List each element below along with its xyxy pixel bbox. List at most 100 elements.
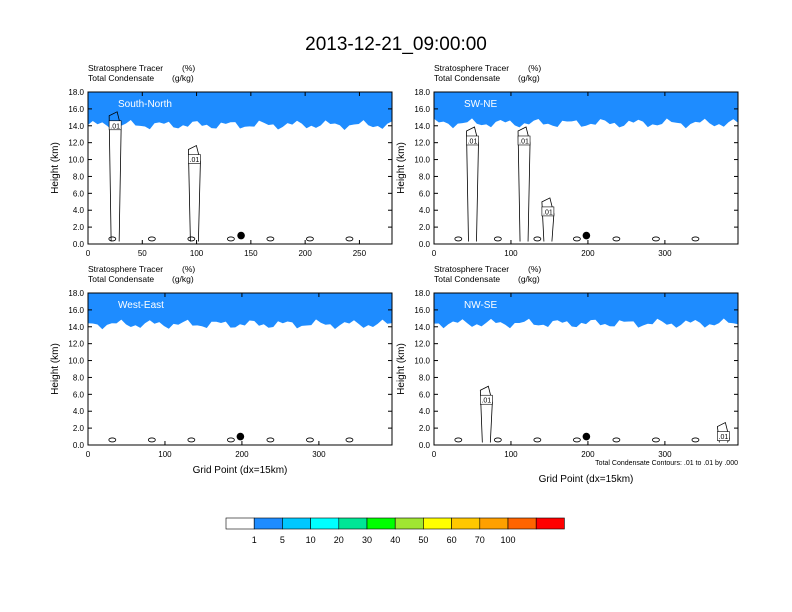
x-tick-label: 0 (432, 450, 437, 459)
y-tick-label: 6.0 (73, 189, 85, 198)
contour-label-text: .01 (190, 157, 200, 164)
x-tick-label: 100 (190, 249, 204, 258)
y-tick-label: 8.0 (73, 373, 85, 382)
y-tick-label: 18.0 (414, 289, 430, 298)
subtitle-condensate: Total Condensate (434, 73, 500, 83)
y-tick-label: 4.0 (419, 206, 431, 215)
contour-note: Total Condensate Contours: .01 to .01 by… (595, 460, 738, 467)
y-tick-label: 4.0 (73, 206, 85, 215)
colorbar-label: 30 (362, 535, 372, 545)
y-tick-label: 12.0 (68, 340, 84, 349)
y-tick-label: 4.0 (73, 407, 85, 416)
y-axis-title: Height (km) (396, 343, 407, 395)
contour-blob (266, 236, 275, 242)
contour-blob (691, 437, 700, 443)
y-axis-title: Height (km) (396, 142, 407, 194)
contour-blob (187, 437, 196, 443)
y-axis: 0.0 2.0 4.0 6.0 8.0 10.0 12.0 14.0 16.0 18.0 (414, 289, 738, 450)
colorbar-label: 100 (500, 535, 515, 545)
contour-blob (612, 236, 621, 242)
cross-section-label: West-East (118, 300, 164, 311)
y-tick-label: 18.0 (414, 88, 430, 97)
panel-bottom-left: 0 100 200 300 0.0 2.0 4.0 6.0 8.0 10.0 12.0 14.0 16.… (50, 264, 393, 476)
contour-blob (147, 437, 156, 443)
tracer-band (88, 293, 392, 330)
contour-label-box (541, 206, 555, 217)
x-axis-title: Grid Point (dx=15km) (193, 465, 288, 476)
y-tick-label: 14.0 (68, 323, 84, 332)
x-tick-label: 100 (504, 249, 518, 258)
panels-group: 0 50 100 150 200 250 0.0 2.0 4.0 6.0 8.0 10.0 12.0 14… (50, 63, 739, 485)
contour-blob (691, 236, 700, 242)
contour-label: .01 (717, 431, 730, 441)
subtitle-tracer-unit: (%) (182, 63, 195, 73)
subtitle-tracer-unit: (%) (182, 264, 195, 274)
contour-blob (652, 437, 660, 443)
tracer-field (434, 293, 738, 329)
colorbar-label: 1 (252, 535, 257, 545)
colorbar-label: 60 (447, 535, 457, 545)
contour-blob (345, 437, 354, 443)
y-tick-label: 2.0 (419, 223, 431, 232)
colorbar-label: 10 (306, 535, 316, 545)
contour-blob (226, 437, 235, 443)
y-tick-label: 0.0 (73, 240, 85, 249)
x-tick-label: 100 (158, 450, 172, 459)
colorbar-swatch (225, 517, 255, 530)
y-tick-label: 2.0 (419, 424, 431, 433)
location-marker (582, 432, 591, 441)
y-tick-label: 18.0 (68, 88, 84, 97)
x-tick-label: 0 (432, 249, 437, 258)
cross-section-label: SW-NE (464, 99, 497, 110)
x-tick-label: 0 (86, 249, 91, 258)
colorbar-swatch (535, 517, 565, 530)
contour-line (517, 126, 531, 242)
contour-blob (533, 437, 542, 443)
figure-title: 2013-12-21_09:00:00 (305, 34, 487, 55)
colorbar-swatch (507, 517, 537, 530)
tracer-field (88, 92, 392, 130)
panel-frame (87, 292, 393, 446)
x-axis: 0 100 200 300 (86, 293, 326, 459)
y-tick-label: 6.0 (73, 390, 85, 399)
x-tick-label: 150 (244, 249, 258, 258)
y-tick-label: 8.0 (73, 172, 85, 181)
y-tick-label: 6.0 (419, 189, 431, 198)
x-tick-label: 300 (658, 249, 672, 258)
y-tick-label: 0.0 (73, 441, 85, 450)
subtitle-condensate-unit: (g/kg) (518, 73, 540, 83)
y-tick-label: 18.0 (68, 289, 84, 298)
panel-frame (433, 91, 739, 245)
subtitle-condensate-unit: (g/kg) (172, 73, 194, 83)
contour-blob (572, 437, 581, 443)
y-tick-label: 14.0 (68, 122, 84, 131)
subtitle-condensate-unit: (g/kg) (518, 274, 540, 284)
tracer-band (88, 92, 392, 130)
location-marker (582, 231, 591, 240)
contour-blob (454, 437, 463, 443)
contour-blob (108, 236, 117, 242)
y-tick-label: 8.0 (419, 172, 431, 181)
contour-label-text: .01 (110, 123, 120, 130)
subtitle-tracer-unit: (%) (528, 63, 541, 73)
y-axis: 0.0 2.0 4.0 6.0 8.0 10.0 12.0 14.0 16.0 18.0 (68, 88, 392, 249)
contour-line (541, 197, 555, 242)
y-tick-label: 14.0 (414, 323, 430, 332)
contour-blob (147, 236, 156, 242)
panel-top-left: 0 50 100 150 200 250 0.0 2.0 4.0 6.0 8.0 10.0 12.0 14… (50, 63, 393, 258)
colorbar-label: 20 (334, 535, 344, 545)
y-tick-label: 16.0 (68, 306, 84, 315)
contour-label: .01 (541, 206, 555, 217)
condensate-contours (108, 111, 354, 242)
tracer-band (434, 293, 738, 329)
contour-blob (306, 437, 314, 443)
colorbar-swatch (394, 517, 424, 530)
contour-label-box (108, 120, 122, 131)
contour-label-box (466, 135, 479, 146)
condensate-contours (454, 385, 730, 443)
contour-blob (266, 437, 275, 443)
colorbar-swatch (338, 517, 368, 530)
y-tick-label: 12.0 (414, 139, 430, 148)
contour-blob (533, 236, 542, 242)
colorbar-swatch (282, 517, 311, 530)
